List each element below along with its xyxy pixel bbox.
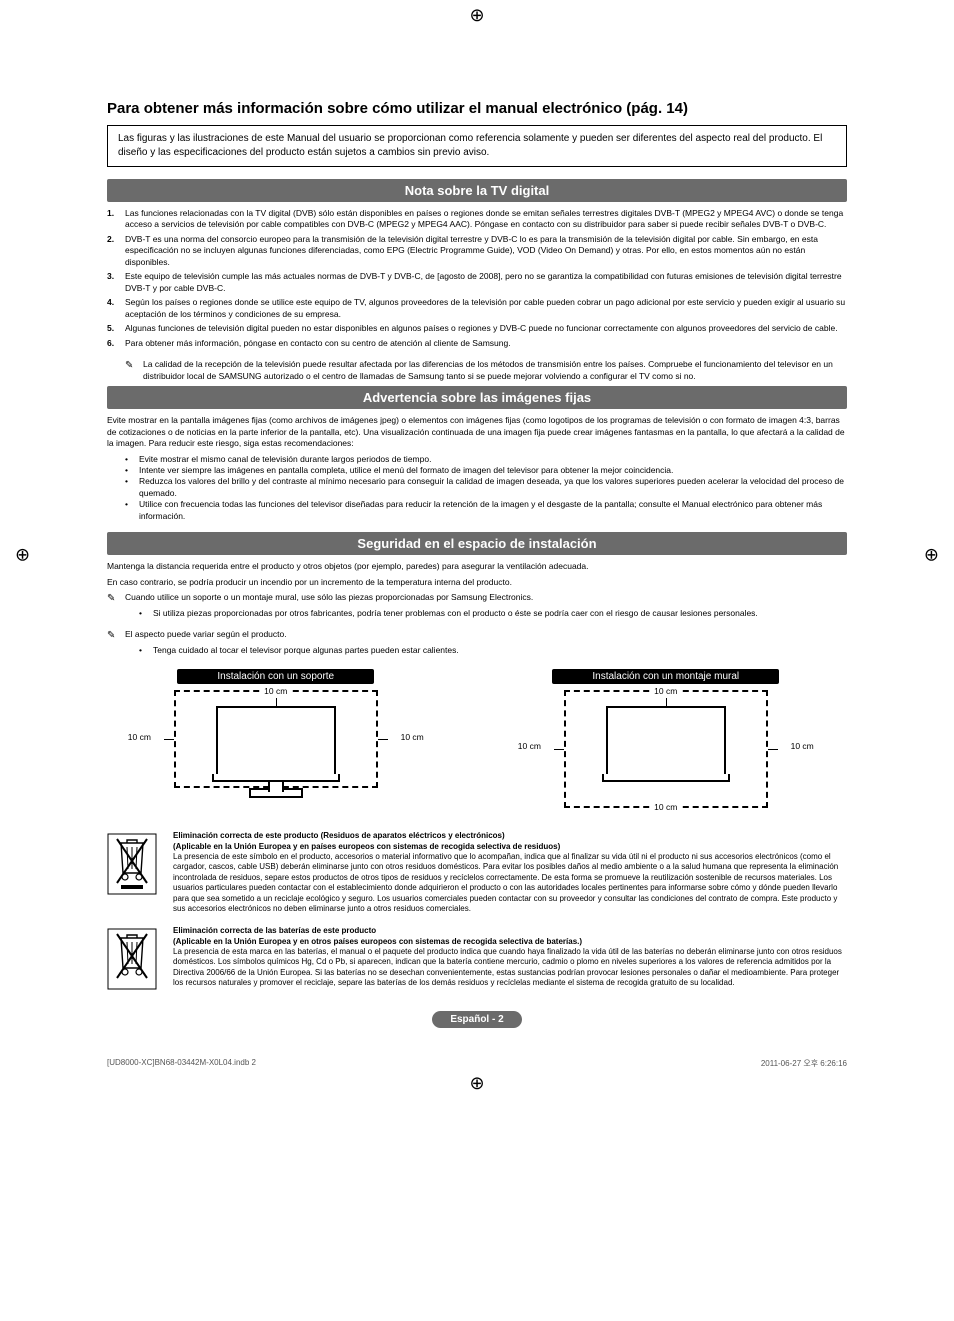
crop-mark-icon: ⊕ [469, 5, 484, 26]
disposal-subtitle: (Aplicable en la Unión Europea y en otro… [173, 937, 847, 947]
crop-mark-icon: ⊕ [469, 1073, 484, 1094]
weee-bin-icon [107, 831, 161, 914]
list-number: 4. [107, 297, 125, 320]
list-item: Evite mostrar el mismo canal de televisi… [139, 454, 431, 465]
note-text: Cuando utilice un soporte o un montaje m… [125, 592, 533, 606]
note-sublist: •Tenga cuidado al tocar el televisor por… [107, 645, 847, 656]
list-item: Utilice con frecuencia todas las funcion… [139, 499, 847, 522]
page-number-badge: Español - 2 [107, 1009, 847, 1028]
list-item: Algunas funciones de televisión digital … [125, 323, 847, 334]
page-label: Español - 2 [432, 1011, 521, 1028]
disposal-battery-text: Eliminación correcta de las baterías de … [173, 926, 847, 995]
list-item: Las funciones relacionadas con la TV dig… [125, 208, 847, 231]
page-title: Para obtener más información sobre cómo … [107, 100, 847, 117]
dimension-label: 10 cm [516, 741, 543, 751]
stand-install-col: Instalación con un soporte 10 cm 10 cm 1… [107, 666, 445, 813]
list-number: 3. [107, 271, 125, 294]
weee-bin-icon [107, 926, 161, 995]
bullet-icon: • [125, 476, 139, 499]
installation-diagrams: Instalación con un soporte 10 cm 10 cm 1… [107, 666, 847, 813]
note-icon: ✎ [107, 629, 125, 643]
list-number: 5. [107, 323, 125, 334]
list-item: Para obtener más información, póngase en… [125, 338, 847, 349]
list-number: 2. [107, 234, 125, 268]
section-banner: Seguridad en el espacio de instalación [107, 532, 847, 555]
dimension-label: 10 cm [652, 686, 679, 696]
digital-tv-list: 1.Las funciones relacionadas con la TV d… [107, 208, 847, 349]
dimension-label: 10 cm [126, 732, 153, 742]
disposal-title: Eliminación correcta de este producto (R… [173, 831, 847, 841]
bullet-icon: • [125, 499, 139, 522]
crop-mark-icon: ⊕ [924, 544, 939, 565]
note-sublist: •Si utiliza piezas proporcionadas por ot… [107, 608, 847, 619]
section-banner: Nota sobre la TV digital [107, 179, 847, 202]
note-text: La calidad de la recepción de la televis… [143, 359, 847, 382]
note-icon: ✎ [125, 359, 143, 382]
disposal-product-row: Eliminación correcta de este producto (R… [107, 831, 847, 914]
intro-text: Evite mostrar en la pantalla imágenes fi… [107, 415, 847, 449]
disposal-title: Eliminación correcta de las baterías de … [173, 926, 847, 936]
diagram-label: Instalación con un montaje mural [552, 669, 779, 684]
list-item: Intente ver siempre las imágenes en pant… [139, 465, 673, 476]
disposal-subtitle: (Aplicable en la Unión Europea y en país… [173, 842, 847, 852]
list-item: Tenga cuidado al tocar el televisor porq… [153, 645, 459, 656]
list-number: 6. [107, 338, 125, 349]
dimension-label: 10 cm [262, 686, 289, 696]
list-item: Este equipo de televisión cumple las más… [125, 271, 847, 294]
dimension-label: 10 cm [789, 741, 816, 751]
disclaimer-box: Las figuras y las ilustraciones de este … [107, 125, 847, 167]
wall-install-col: Instalación con un montaje mural 10 cm 1… [485, 666, 848, 813]
list-item: Si utiliza piezas proporcionadas por otr… [153, 608, 758, 619]
print-footer: [UD8000-XC]BN68-03442M-X0L04.indb 2 2011… [107, 1058, 847, 1069]
section-banner: Advertencia sobre las imágenes fijas [107, 386, 847, 409]
wall-diagram: 10 cm 10 cm 10 cm 10 cm [564, 690, 768, 813]
still-image-list: •Evite mostrar el mismo canal de televis… [107, 454, 847, 523]
note-icon: ✎ [107, 592, 125, 606]
list-number: 1. [107, 208, 125, 231]
note-text: El aspecto puede variar según el product… [125, 629, 287, 643]
list-item: DVB-T es una norma del consorcio europeo… [125, 234, 847, 268]
disposal-body: La presencia de esta marca en las baterí… [173, 947, 847, 989]
bullet-icon: • [139, 608, 153, 619]
page-content: Para obtener más información sobre cómo … [107, 40, 847, 1028]
footer-timestamp: 2011-06-27 오후 6:26:16 [761, 1058, 847, 1069]
intro-text: Mantenga la distancia requerida entre el… [107, 561, 847, 572]
dimension-label: 10 cm [652, 802, 679, 812]
stand-diagram: 10 cm 10 cm 10 cm [174, 690, 378, 793]
intro-text: En caso contrario, se podría producir un… [107, 577, 847, 588]
disposal-battery-row: Eliminación correcta de las baterías de … [107, 926, 847, 995]
crop-mark-icon: ⊕ [15, 544, 30, 565]
footer-filename: [UD8000-XC]BN68-03442M-X0L04.indb 2 [107, 1058, 256, 1069]
disposal-product-text: Eliminación correcta de este producto (R… [173, 831, 847, 914]
dimension-label: 10 cm [399, 732, 426, 742]
list-item: Reduzca los valores del brillo y del con… [139, 476, 847, 499]
bullet-icon: • [139, 645, 153, 656]
list-item: Según los países o regiones donde se uti… [125, 297, 847, 320]
diagram-label: Instalación con un soporte [177, 669, 374, 684]
bullet-icon: • [125, 454, 139, 465]
disposal-body: La presencia de este símbolo en el produ… [173, 852, 847, 914]
bullet-icon: • [125, 465, 139, 476]
